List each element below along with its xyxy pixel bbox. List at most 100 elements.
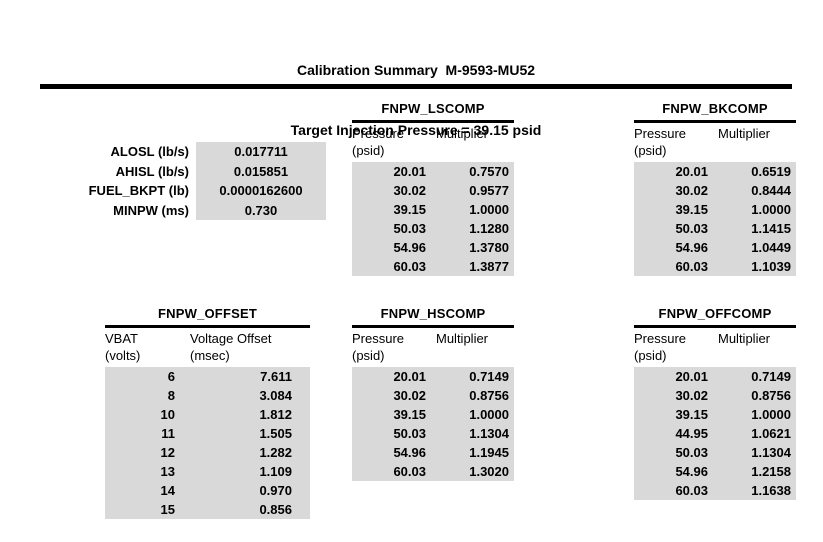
table-title: FNPW_LSCOMP [352, 100, 514, 123]
pressure-value: 50.03 [675, 221, 708, 236]
table-row: 39.15 1.0000 [634, 200, 796, 219]
vbat-value: 8 [167, 388, 175, 403]
table-row: 14 0.970 [105, 481, 310, 500]
voltage-offset-value: 1.812 [259, 407, 292, 422]
column-unit-blank [436, 347, 514, 364]
multiplier-value: 1.0000 [469, 407, 509, 422]
table-row: 60.03 1.3877 [352, 257, 514, 276]
multiplier-value: 1.1945 [469, 445, 509, 460]
pressure-value: 30.02 [675, 183, 708, 198]
pressure-value: 20.01 [393, 164, 426, 179]
pressure-value: 39.15 [393, 202, 426, 217]
pressure-value: 30.02 [393, 388, 426, 403]
pressure-value: 30.02 [675, 388, 708, 403]
vbat-value: 12 [160, 445, 175, 460]
document-title: Calibration Summary M-9593-MU52 Target I… [40, 20, 792, 180]
voltage-offset-value: 0.970 [259, 483, 292, 498]
column-header-multiplier: Multiplier [436, 331, 489, 346]
voltage-offset-value: 3.084 [259, 388, 292, 403]
column-header-pressure: Pressure [634, 126, 687, 141]
pressure-value: 50.03 [393, 221, 426, 236]
table-header-row: Pressure Multiplier [352, 125, 514, 142]
pressure-value: 60.03 [675, 483, 708, 498]
column-header-voltage-offset: Voltage Offset [190, 331, 272, 346]
table-unit-row: (psid) [634, 347, 796, 364]
table-row: 30.02 0.9577 [352, 181, 514, 200]
table-row: 30.02 0.8444 [634, 181, 796, 200]
table-row: 12 1.282 [105, 443, 310, 462]
multiplier-value: 1.3020 [469, 464, 509, 479]
table-row: 20.01 0.7149 [352, 367, 514, 386]
parameter-row: AHISL (lb/s) 0.015851 [30, 161, 326, 181]
table-row: 6 7.611 [105, 367, 310, 386]
table-header-row: Pressure Multiplier [634, 330, 796, 347]
multiplier-value: 1.0000 [751, 407, 791, 422]
multiplier-value: 1.0000 [469, 202, 509, 217]
table-row: 15 0.856 [105, 500, 310, 519]
vbat-value: 14 [160, 483, 175, 498]
table-title: FNPW_OFFCOMP [634, 305, 796, 328]
column-header-pressure: Pressure [634, 331, 687, 346]
pressure-value: 44.95 [675, 426, 708, 441]
parameter-row: MINPW (ms) 0.730 [30, 200, 326, 220]
column-unit-blank [718, 347, 796, 364]
table-unit-row: (psid) [352, 142, 514, 159]
column-header-multiplier: Multiplier [718, 126, 771, 141]
pressure-value: 20.01 [675, 164, 708, 179]
parameter-block: ALOSL (lb/s) 0.017711 AHISL (lb/s) 0.015… [30, 142, 326, 220]
table-row: 39.15 1.0000 [352, 405, 514, 424]
multiplier-value: 1.1415 [751, 221, 791, 236]
parameter-label: ALOSL (lb/s) [110, 144, 189, 159]
multiplier-value: 1.0621 [751, 426, 791, 441]
parameter-value: 0.0000162600 [196, 181, 326, 201]
table-header-row: Pressure Multiplier [352, 330, 514, 347]
table-unit-row: (psid) [352, 347, 514, 364]
column-header-pressure: Pressure [352, 331, 405, 346]
pressure-value: 39.15 [675, 202, 708, 217]
table-row: 60.03 1.1039 [634, 257, 796, 276]
table-fnpw-lscomp: FNPW_LSCOMP Pressure Multiplier (psid) 2… [352, 100, 514, 276]
table-rows: 20.01 0.7149 30.02 0.8756 39.15 1.0000 4… [634, 367, 796, 500]
voltage-offset-value: 0.856 [259, 502, 292, 517]
parameter-row: FUEL_BKPT (lb) 0.0000162600 [30, 181, 326, 201]
column-unit-volts: (volts) [105, 348, 141, 363]
multiplier-value: 0.8444 [751, 183, 791, 198]
pressure-value: 60.03 [393, 259, 426, 274]
pressure-value: 54.96 [393, 445, 426, 460]
table-row: 50.03 1.1280 [352, 219, 514, 238]
parameter-row: ALOSL (lb/s) 0.017711 [30, 142, 326, 162]
vbat-value: 6 [167, 369, 175, 384]
table-header-row: VBAT Voltage Offset [105, 330, 310, 347]
table-row: 39.15 1.0000 [352, 200, 514, 219]
vbat-value: 11 [161, 426, 175, 441]
table-title: FNPW_OFFSET [105, 305, 310, 328]
table-row: 50.03 1.1304 [634, 443, 796, 462]
table-row: 50.03 1.1304 [352, 424, 514, 443]
parameter-label: MINPW (ms) [113, 202, 189, 218]
multiplier-value: 0.6519 [751, 164, 791, 179]
multiplier-value: 1.3877 [469, 259, 509, 274]
table-row: 54.96 1.1945 [352, 443, 514, 462]
multiplier-value: 1.1280 [469, 221, 509, 236]
pressure-value: 60.03 [675, 259, 708, 274]
multiplier-value: 1.1039 [751, 259, 791, 274]
multiplier-value: 1.3780 [469, 240, 509, 255]
table-row: 54.96 1.2158 [634, 462, 796, 481]
column-unit-blank [436, 142, 514, 159]
multiplier-value: 1.1304 [751, 445, 791, 460]
pressure-value: 30.02 [393, 183, 426, 198]
table-row: 20.01 0.7149 [634, 367, 796, 386]
table-fnpw-offcomp: FNPW_OFFCOMP Pressure Multiplier (psid) … [634, 305, 796, 500]
parameter-value: 0.017711 [196, 142, 326, 162]
column-unit-psid: (psid) [352, 348, 385, 363]
table-row: 10 1.812 [105, 405, 310, 424]
column-header-pressure: Pressure [352, 126, 405, 141]
voltage-offset-value: 1.109 [259, 464, 292, 479]
pressure-value: 20.01 [393, 369, 426, 384]
multiplier-value: 1.1638 [751, 483, 791, 498]
table-title: FNPW_BKCOMP [634, 100, 796, 123]
pressure-value: 20.01 [675, 369, 708, 384]
table-rows: 20.01 0.7149 30.02 0.8756 39.15 1.0000 5… [352, 367, 514, 481]
pressure-value: 54.96 [675, 240, 708, 255]
